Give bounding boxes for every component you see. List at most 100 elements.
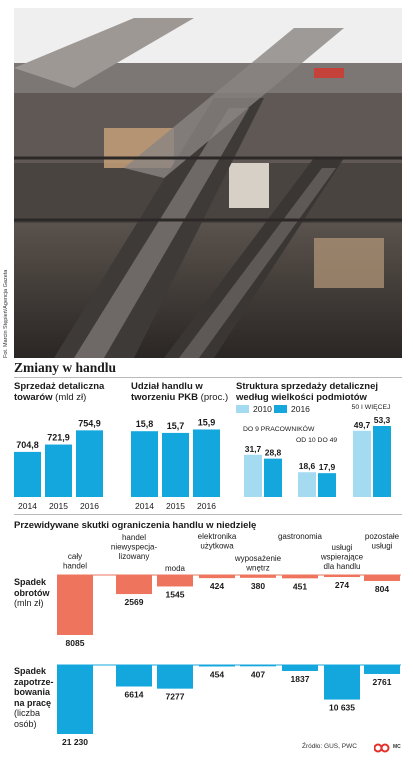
sales-bar-2016: [76, 430, 103, 497]
labour-value-1: 6614: [125, 689, 144, 699]
gdp-bar-2016: [193, 429, 220, 497]
structure-panel-title: Struktura sprzedaży detalicznej według w…: [236, 381, 381, 403]
gdp-tick-2016: 2016: [197, 501, 216, 511]
effects-category-6: usługi wspierające dla handlu: [320, 543, 364, 571]
structure-bar-0-2016: [264, 458, 282, 497]
row2-label-text: Spadek zapotrze-bowania na pracę: [14, 666, 54, 708]
effects-category-1: handel niewyspecja-lizowany: [111, 533, 158, 561]
labour-value-2: 7277: [166, 692, 185, 702]
effects-category-3: elektronika użytkowa: [198, 532, 237, 551]
turnover-bar-6: [324, 575, 360, 578]
structure-value-0-2016: 28,8: [265, 448, 282, 458]
labour-bar-1: [116, 665, 152, 687]
structure-category-1: OD 10 DO 49: [296, 437, 337, 444]
labour-bar-5: [282, 665, 318, 671]
structure-bar-2-2010: [353, 430, 371, 497]
turnover-value-3: 424: [210, 581, 224, 591]
gdp-title-unit: (proc.): [200, 392, 229, 403]
structure-value-2-2016: 53,3: [374, 415, 391, 425]
row2-label-unit: (liczba osób): [14, 708, 41, 729]
labour-value-4: 407: [251, 669, 265, 679]
labour-bar-0: [57, 665, 93, 734]
sales-title-text: Sprzedaż detaliczna towarów: [14, 381, 105, 403]
sales-bar-2014: [14, 451, 41, 497]
turnover-bar-3: [199, 575, 235, 579]
labour-bar-7: [364, 665, 400, 674]
row1-label: Spadek obrotów (mln zł): [14, 577, 64, 609]
gdp-value-2016: 15,9: [198, 417, 216, 427]
labour-bar-3: [199, 665, 235, 667]
gdp-bar-2014: [131, 431, 158, 497]
gdp-panel-title: Udział handlu w tworzeniu PKB (proc.): [131, 381, 231, 403]
gdp-value-2015: 15,7: [167, 421, 185, 431]
source-note: Źródło: GUS, PWC: [302, 743, 357, 750]
turnover-value-2: 1545: [166, 589, 185, 599]
gdp-value-2014: 15,8: [136, 419, 154, 429]
labour-value-0: 21 230: [62, 737, 88, 747]
row1-label-unit: (mln zł): [14, 598, 44, 608]
gdp-tick-2014: 2014: [135, 501, 154, 511]
structure-value-2-2010: 49,7: [354, 420, 371, 430]
labour-value-7: 2761: [373, 677, 392, 687]
effects-section-title: Przewidywane skutki ograniczenia handlu …: [14, 520, 257, 531]
row2-label: Spadek zapotrze-bowania na pracę (liczba…: [14, 666, 56, 729]
legend-label-2016: 2016: [291, 404, 310, 414]
sales-title-unit: (mld zł): [55, 392, 87, 403]
brand-mark: MC: [393, 744, 401, 750]
legend-swatch-2010: [236, 405, 249, 413]
effects-category-5: gastronomia: [278, 532, 323, 541]
gazeta-logo-icon: [373, 740, 390, 758]
structure-bar-0-2010: [244, 454, 262, 497]
labour-bar-4: [240, 665, 276, 667]
gdp-title-text: Udział handlu w tworzeniu PKB: [131, 381, 203, 403]
structure-value-1-2010: 18,6: [299, 461, 316, 471]
structure-category-2: 50 I WIĘCEJ: [352, 404, 391, 411]
effects-category-0: cały handel: [63, 552, 87, 571]
turnover-value-0: 8085: [66, 638, 85, 648]
row1-label-text: Spadek obrotów: [14, 577, 50, 598]
structure-value-0-2010: 31,7: [245, 444, 262, 454]
labour-value-6: 10 635: [329, 703, 355, 713]
mall-escalators-photo: [14, 8, 402, 358]
turnover-bar-4: [240, 575, 276, 578]
labour-bar-6: [324, 665, 360, 700]
structure-bar-1-2016: [318, 473, 336, 497]
legend-swatch-2016: [274, 405, 287, 413]
labour-value-3: 454: [210, 669, 224, 679]
effects-category-7: pozostałe usługi: [365, 532, 400, 551]
sales-value-2014: 704,8: [16, 440, 39, 450]
turnover-bar-7: [364, 575, 400, 581]
turnover-value-7: 804: [375, 584, 389, 594]
sales-tick-2014: 2014: [18, 501, 37, 511]
sales-value-2016: 754,9: [78, 418, 101, 428]
effects-category-4: wyposażenie wnętrz: [234, 554, 282, 573]
gdp-bar-2015: [162, 432, 189, 497]
turnover-value-5: 451: [293, 581, 307, 591]
turnover-bar-5: [282, 575, 318, 579]
structure-bar-1-2010: [298, 472, 316, 497]
effects-category-2: moda: [165, 564, 186, 573]
structure-title-text: Struktura sprzedaży detalicznej według w…: [236, 381, 379, 403]
sales-tick-2016: 2016: [80, 501, 99, 511]
structure-value-1-2016: 17,9: [319, 462, 336, 472]
labour-bar-2: [157, 665, 193, 689]
legend-label-2010: 2010: [253, 404, 272, 414]
gdp-tick-2015: 2015: [166, 501, 185, 511]
sales-tick-2015: 2015: [49, 501, 68, 511]
sales-bar-2015: [45, 444, 72, 497]
sales-value-2015: 721,9: [47, 433, 70, 443]
turnover-value-1: 2569: [125, 597, 144, 607]
turnover-bar-2: [157, 575, 193, 587]
labour-value-5: 1837: [291, 674, 310, 684]
turnover-bar-1: [116, 575, 152, 595]
sales-panel-title: Sprzedaż detaliczna towarów (mld zł): [14, 381, 126, 403]
structure-bar-2-2016: [373, 426, 391, 497]
turnover-value-6: 274: [335, 580, 349, 590]
turnover-value-4: 380: [251, 581, 265, 591]
title-divider: [14, 377, 402, 378]
structure-category-0: DO 9 PRACOWNIKÓW: [243, 424, 315, 433]
page-title: Zmiany w handlu: [14, 360, 117, 375]
section-divider: [14, 514, 402, 515]
turnover-bar-0: [57, 575, 93, 635]
